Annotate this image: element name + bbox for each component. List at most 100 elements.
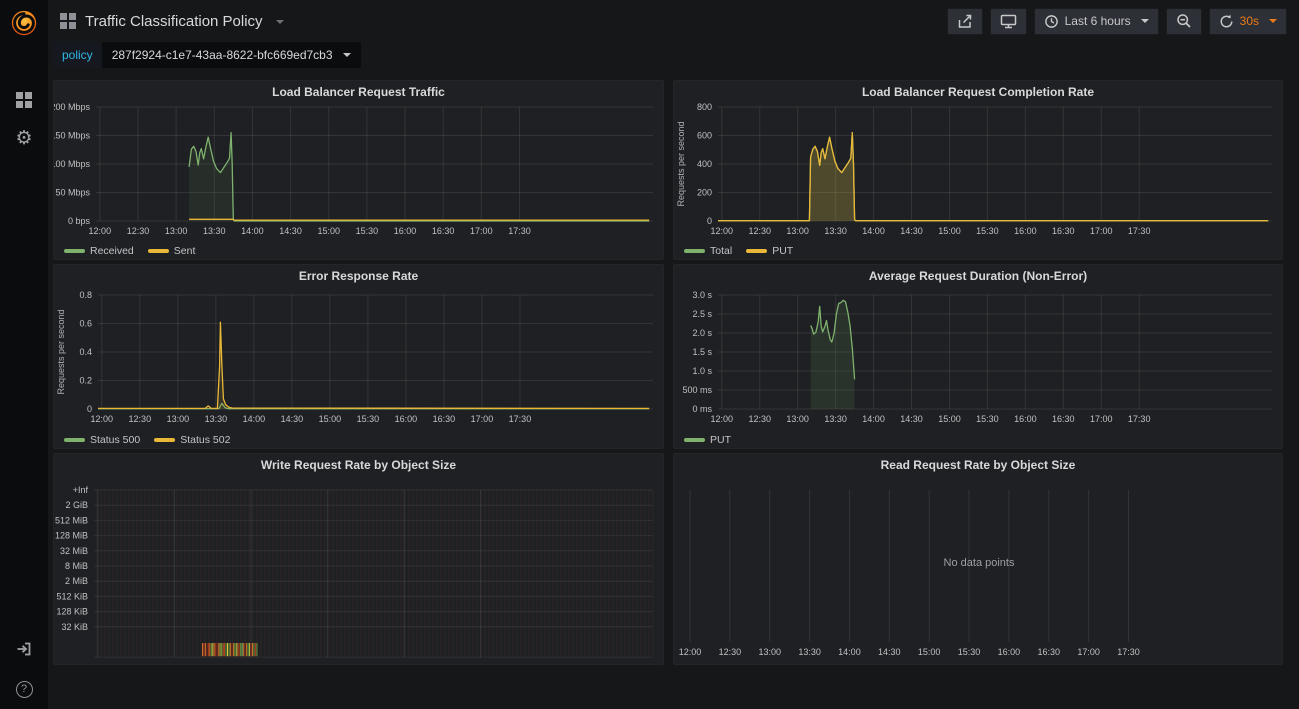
- chevron-down-icon: [1140, 19, 1149, 23]
- legend-series-label: Received: [90, 245, 134, 257]
- svg-text:3.0 s: 3.0 s: [692, 290, 712, 300]
- legend-series-color: [684, 249, 705, 253]
- svg-text:400: 400: [697, 159, 712, 169]
- svg-text:15:00: 15:00: [319, 414, 342, 424]
- panel-title[interactable]: Load Balancer Request Traffic: [272, 85, 445, 99]
- legend-series-label: Sent: [173, 245, 196, 257]
- svg-text:14:30: 14:30: [878, 647, 901, 657]
- kiosk-mode-button[interactable]: [989, 7, 1027, 35]
- time-range-label: Last 6 hours: [1064, 14, 1131, 28]
- chart-canvas: +Inf 2 GiB 512 MiB 128 MiB 32 MiB 8 MiB 2 MiB 5…: [54, 476, 663, 672]
- legend-item-status-502[interactable]: Status 502: [154, 434, 230, 446]
- svg-text:16:00: 16:00: [394, 226, 417, 236]
- svg-text:14:30: 14:30: [281, 414, 304, 424]
- panel-title[interactable]: Read Request Rate by Object Size: [880, 458, 1076, 472]
- svg-text:16:30: 16:30: [1052, 414, 1075, 424]
- panel-title[interactable]: Write Request Rate by Object Size: [260, 458, 457, 472]
- svg-text:0 ms: 0 ms: [692, 404, 712, 414]
- svg-text:13:30: 13:30: [203, 226, 226, 236]
- svg-text:14:00: 14:00: [838, 647, 861, 657]
- dashboard-grid: Load Balancer Request Traffic 0 bps 50 Mb…: [48, 78, 1299, 672]
- legend-series-label: PUT: [710, 434, 731, 446]
- dashboards-grid-icon[interactable]: [12, 88, 36, 112]
- refresh-icon: [1220, 14, 1233, 27]
- svg-text:200: 200: [697, 188, 712, 198]
- legend-item-status-500[interactable]: Status 500: [64, 434, 140, 446]
- refresh-button[interactable]: 30s: [1208, 7, 1287, 35]
- panel-title[interactable]: Error Response Rate: [298, 269, 419, 283]
- svg-text:13:30: 13:30: [798, 647, 821, 657]
- svg-text:16:00: 16:00: [395, 414, 418, 424]
- svg-text:17:00: 17:00: [471, 414, 494, 424]
- no-data-message: No data points: [944, 557, 1015, 569]
- sign-in-icon[interactable]: [12, 637, 36, 661]
- sidebar: ⚙ ?: [0, 0, 48, 709]
- dashboard-title-button[interactable]: Traffic Classification Policy: [60, 13, 284, 30]
- legend-item-total[interactable]: Total: [684, 245, 732, 257]
- gear-glyph: ⚙: [15, 126, 33, 149]
- dashboard-grid-icon: [60, 13, 76, 29]
- svg-text:+Inf: +Inf: [73, 485, 89, 495]
- panel-load-balancer-request-traffic: Load Balancer Request Traffic 0 bps 50 Mb…: [50, 80, 664, 260]
- svg-text:2.5 s: 2.5 s: [692, 309, 712, 319]
- chart-svg: 0 ms 500 ms 1.0 s 1.5 s 2.0 s 2.5 s 3.0 s 12:00…: [682, 290, 1272, 424]
- legend-item-received[interactable]: Received: [64, 245, 134, 257]
- legend-item-put[interactable]: PUT: [684, 434, 731, 446]
- svg-text:13:30: 13:30: [824, 414, 847, 424]
- kiosk-monitor-icon: [1000, 14, 1016, 28]
- svg-text:512 MiB: 512 MiB: [55, 515, 88, 525]
- dashboard-submenu: policy 287f2924-c1e7-43aa-8622-bfc669ed7…: [48, 42, 1299, 78]
- panel-error-response-rate: Error Response Rate 0 0.2 0.4 0.6 0.8 12:00 12…: [53, 264, 664, 449]
- panel-title[interactable]: Load Balancer Request Completion Rate: [861, 85, 1095, 99]
- page-title: Traffic Classification Policy: [85, 12, 263, 30]
- svg-text:12:00: 12:00: [679, 647, 702, 657]
- svg-text:15:30: 15:30: [356, 226, 379, 236]
- svg-text:13:00: 13:00: [786, 414, 809, 424]
- svg-text:14:00: 14:00: [862, 414, 885, 424]
- legend-item-put[interactable]: PUT: [746, 245, 793, 257]
- svg-text:17:00: 17:00: [470, 226, 493, 236]
- svg-text:800: 800: [697, 103, 712, 112]
- svg-text:15:00: 15:00: [317, 226, 340, 236]
- panel-title[interactable]: Average Request Duration (Non-Error): [868, 269, 1088, 283]
- chart-legend: Total PUT: [674, 242, 1282, 260]
- chart-svg: 0 bps 50 Mbps 100 Mbps 150 Mbps 200 Mbps 12:0…: [50, 102, 653, 236]
- chevron-down-icon: [275, 20, 284, 24]
- svg-text:200 Mbps: 200 Mbps: [54, 103, 90, 112]
- panel-read-request-rate-by-object-size: Read Request Rate by Object Size 12:00 12…: [673, 453, 1283, 665]
- refresh-interval-label: 30s: [1239, 14, 1259, 28]
- settings-gear-icon[interactable]: ⚙: [12, 126, 36, 150]
- zoom-out-button[interactable]: [1165, 7, 1202, 35]
- chart-svg: 0 0.2 0.4 0.6 0.8 12:00 12:30 13:00 13:30 14:00 14…: [56, 290, 653, 424]
- legend-series-label: PUT: [772, 245, 794, 257]
- chart-svg: 12:00 12:30 13:00 13:30 14:00 14:30 15:00 15:30…: [679, 490, 1140, 657]
- svg-text:0: 0: [87, 404, 92, 414]
- svg-text:13:30: 13:30: [205, 414, 228, 424]
- svg-text:128 MiB: 128 MiB: [55, 531, 88, 541]
- share-button[interactable]: [946, 7, 983, 35]
- svg-text:0 bps: 0 bps: [68, 216, 91, 226]
- svg-text:12:00: 12:00: [91, 414, 114, 424]
- time-range-picker[interactable]: Last 6 hours: [1033, 7, 1159, 35]
- svg-text:16:30: 16:30: [1052, 226, 1075, 236]
- legend-series-color: [64, 438, 85, 442]
- svg-text:13:00: 13:00: [786, 226, 809, 236]
- svg-text:12:30: 12:30: [719, 647, 742, 657]
- svg-text:16:30: 16:30: [433, 414, 456, 424]
- grafana-logo[interactable]: [9, 8, 39, 38]
- legend-series-color: [64, 249, 85, 253]
- svg-text:0.2: 0.2: [79, 376, 92, 386]
- legend-item-sent[interactable]: Sent: [147, 245, 196, 257]
- svg-text:32 KiB: 32 KiB: [61, 622, 88, 632]
- help-icon[interactable]: ?: [12, 677, 36, 701]
- policy-variable-dropdown[interactable]: policy 287f2924-c1e7-43aa-8622-bfc669ed7…: [53, 42, 361, 68]
- svg-text:12:00: 12:00: [89, 226, 112, 236]
- svg-text:14:30: 14:30: [279, 226, 302, 236]
- variable-label: policy: [53, 42, 102, 68]
- chart-legend: Status 500 Status 502: [54, 431, 663, 449]
- svg-text:17:00: 17:00: [1077, 647, 1100, 657]
- legend-series-label: Status 500: [90, 434, 141, 446]
- svg-text:15:30: 15:30: [976, 414, 999, 424]
- svg-text:13:00: 13:00: [167, 414, 190, 424]
- svg-text:15:30: 15:30: [357, 414, 380, 424]
